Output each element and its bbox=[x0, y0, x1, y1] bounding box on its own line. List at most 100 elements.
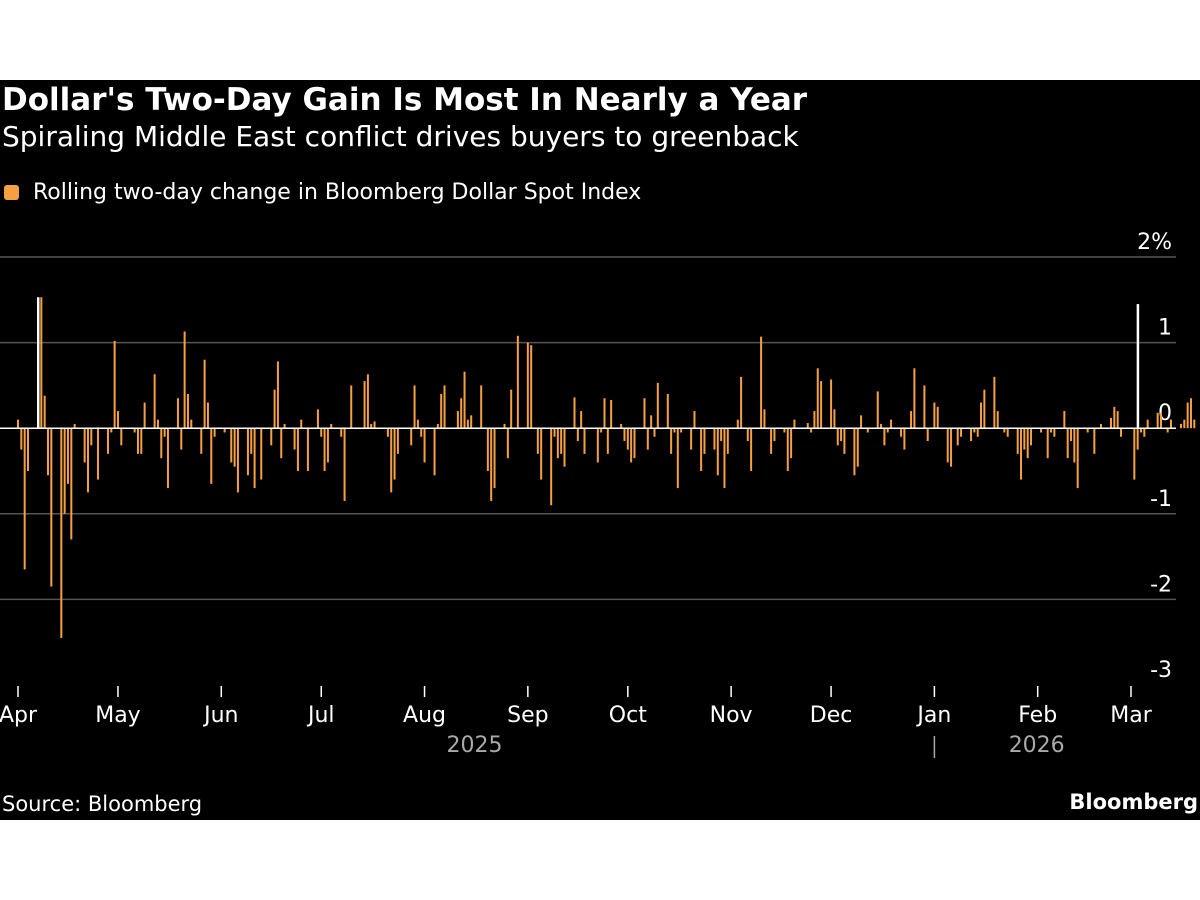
data-bar bbox=[816, 368, 819, 429]
legend-label: Rolling two-day change in Bloomberg Doll… bbox=[33, 180, 642, 205]
data-bar bbox=[463, 371, 466, 429]
data-bar bbox=[820, 381, 823, 429]
data-bar bbox=[390, 428, 393, 493]
data-bar bbox=[560, 428, 563, 454]
data-bar bbox=[23, 428, 26, 570]
data-bar bbox=[186, 393, 189, 429]
data-bar bbox=[623, 428, 626, 442]
data-bar bbox=[1020, 428, 1023, 480]
x-tick-label: Aug bbox=[403, 703, 446, 728]
data-bar bbox=[1063, 411, 1066, 429]
x-tick-label: Nov bbox=[710, 703, 753, 728]
data-bar bbox=[296, 428, 299, 471]
chart-subtitle: Spiraling Middle East conflict drives bu… bbox=[2, 120, 799, 153]
data-bar bbox=[606, 428, 609, 454]
y-tick-label: -2 bbox=[1150, 572, 1172, 597]
data-bar bbox=[883, 428, 886, 446]
data-bar bbox=[573, 397, 576, 429]
data-bar bbox=[143, 402, 146, 429]
data-bar bbox=[1166, 428, 1169, 433]
data-bar bbox=[716, 428, 719, 476]
data-bar bbox=[306, 428, 309, 471]
data-bar bbox=[713, 428, 716, 450]
data-bar bbox=[1093, 428, 1096, 454]
legend: Rolling two-day change in Bloomberg Doll… bbox=[4, 180, 641, 205]
data-bar bbox=[626, 428, 629, 450]
data-bar bbox=[26, 428, 29, 471]
data-bar bbox=[813, 411, 816, 429]
data-bar bbox=[700, 428, 703, 471]
data-bar bbox=[510, 389, 513, 429]
data-bar bbox=[246, 428, 249, 476]
data-bar bbox=[280, 428, 283, 459]
data-bar bbox=[436, 423, 439, 429]
data-bar bbox=[43, 395, 46, 429]
data-bar bbox=[656, 382, 659, 429]
data-bar bbox=[740, 376, 743, 429]
data-bar bbox=[1040, 428, 1043, 433]
legend-swatch bbox=[4, 185, 19, 200]
data-bar bbox=[423, 428, 426, 463]
data-bar bbox=[693, 411, 696, 429]
data-bar bbox=[50, 428, 53, 587]
data-bar bbox=[580, 411, 583, 429]
data-bar bbox=[46, 428, 49, 476]
data-bar bbox=[106, 428, 109, 454]
data-bar bbox=[1146, 419, 1149, 429]
data-bar bbox=[1193, 419, 1196, 429]
data-bar bbox=[876, 391, 879, 429]
data-bar bbox=[736, 419, 739, 429]
highlight-bar bbox=[1136, 304, 1140, 429]
data-bar bbox=[153, 374, 156, 429]
data-bar bbox=[746, 428, 749, 442]
data-bar bbox=[866, 428, 869, 433]
x-tick-label: Mar bbox=[1110, 703, 1152, 728]
data-bar bbox=[213, 428, 216, 437]
data-bar bbox=[1073, 428, 1076, 463]
data-bar bbox=[933, 402, 936, 429]
data-bar bbox=[1156, 412, 1159, 429]
data-bar bbox=[763, 409, 766, 429]
x-tick-label: May bbox=[95, 703, 140, 728]
data-bar bbox=[180, 428, 183, 450]
data-bar bbox=[676, 428, 679, 489]
data-bar bbox=[576, 428, 579, 442]
data-bar bbox=[96, 428, 99, 480]
data-bar bbox=[1183, 419, 1186, 429]
data-bar bbox=[340, 428, 343, 437]
data-bar bbox=[83, 428, 86, 463]
data-bar bbox=[140, 428, 143, 454]
data-bar bbox=[433, 428, 436, 476]
data-bar bbox=[670, 428, 673, 454]
data-bar bbox=[936, 406, 939, 429]
data-bar bbox=[750, 428, 753, 471]
data-bar bbox=[1026, 428, 1029, 459]
data-bar bbox=[133, 428, 136, 433]
data-bar bbox=[293, 428, 296, 450]
data-bar bbox=[583, 428, 586, 454]
data-bar bbox=[330, 423, 333, 429]
data-bar bbox=[316, 409, 319, 429]
data-bar bbox=[980, 402, 983, 429]
data-bar bbox=[610, 399, 613, 429]
data-bar bbox=[553, 428, 556, 437]
data-bar bbox=[956, 428, 959, 446]
data-bar bbox=[90, 428, 93, 446]
data-bar bbox=[343, 428, 346, 501]
data-bar bbox=[116, 411, 119, 429]
data-bar bbox=[516, 335, 519, 429]
data-bar bbox=[163, 428, 166, 437]
data-bar bbox=[806, 423, 809, 429]
data-bar bbox=[386, 428, 389, 437]
bloomberg-logo: Bloomberg bbox=[1069, 790, 1198, 814]
data-bar bbox=[350, 385, 353, 429]
data-bar bbox=[633, 428, 636, 459]
data-bar bbox=[70, 428, 73, 540]
data-bar bbox=[1050, 428, 1053, 433]
data-bar bbox=[913, 368, 916, 429]
data-bar bbox=[276, 361, 279, 429]
data-bar bbox=[443, 385, 446, 429]
data-bar bbox=[690, 428, 693, 450]
data-bar bbox=[370, 423, 373, 429]
x-tick-label: Oct bbox=[609, 703, 647, 728]
